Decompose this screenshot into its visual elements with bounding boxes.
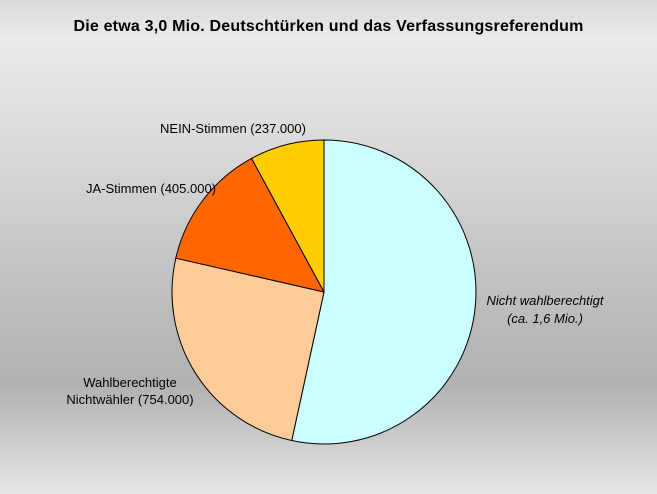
- pie-slice-2: [175, 157, 325, 293]
- pie-label-nicht-wahlberechtigt: Nicht wahlberechtigt (ca. 1,6 Mio.): [486, 293, 604, 326]
- pie-slice-1: [171, 257, 325, 442]
- pie-slice-0: [291, 139, 477, 445]
- pie-label-ja-stimmen: JA-Stimmen (405.000): [85, 181, 217, 196]
- chart-title: Die etwa 3,0 Mio. Deutschtürken und das …: [73, 18, 584, 35]
- pie-label-wahlberechtigte-nichtwaehler: Wahlberechtigte Nichtwähler (754.000): [66, 375, 194, 407]
- pie-slice-3: [250, 139, 325, 293]
- pie-label-nein-stimmen: NEIN-Stimmen (237.000): [160, 121, 306, 136]
